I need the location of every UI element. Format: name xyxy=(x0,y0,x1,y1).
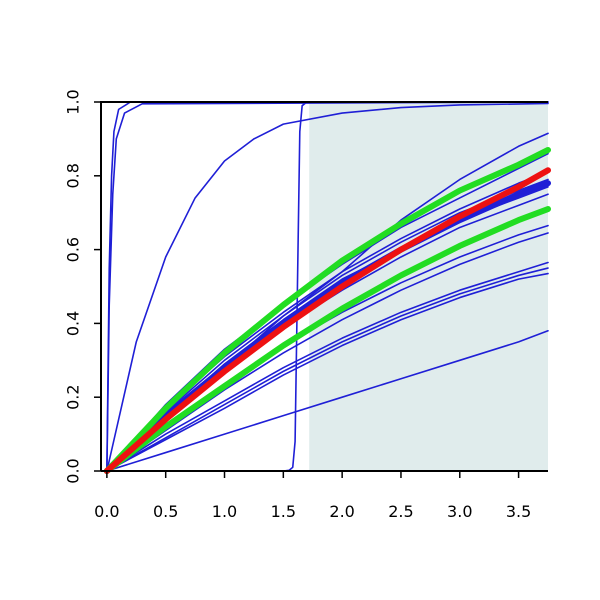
y-tick-label: 0.2 xyxy=(64,384,83,409)
series-line-blue-14 xyxy=(106,329,549,472)
x-tick-label: 3.5 xyxy=(506,502,531,521)
x-tick-label: 0.5 xyxy=(153,502,178,521)
series-line-blue-10 xyxy=(106,232,549,472)
series-line-blue-11 xyxy=(106,261,549,472)
axis-layer xyxy=(100,101,548,472)
x-tick-label: 1.5 xyxy=(271,502,296,521)
x-tick-label: 1.0 xyxy=(212,502,237,521)
series-line-blue-2 xyxy=(106,102,549,472)
y-tick-layer: 0.0 0.2 0.4 0.6 0.8 1.0 xyxy=(64,89,101,484)
x-tick-label: 2.0 xyxy=(329,502,354,521)
series-line-red-19 xyxy=(103,167,551,474)
y-tick-label: 0.6 xyxy=(64,237,83,262)
y-tick-label: 0.4 xyxy=(64,311,83,336)
series-layer xyxy=(103,101,551,474)
y-tick-label: 0.0 xyxy=(64,458,83,483)
series-line-green-18 xyxy=(103,206,551,474)
series-line-green-17 xyxy=(103,146,551,474)
x-tick-label: 0.0 xyxy=(94,502,119,521)
x-tick-layer: 0.0 0.5 1.0 1.5 2.0 2.5 3.0 3.5 xyxy=(94,471,531,521)
x-tick-label: 3.0 xyxy=(447,502,472,521)
series-line-blue-1 xyxy=(106,101,549,472)
x-tick-label: 2.5 xyxy=(388,502,413,521)
series-line-blue-12 xyxy=(106,267,549,472)
y-tick-label: 1.0 xyxy=(64,89,83,114)
y-tick-label: 0.8 xyxy=(64,163,83,188)
series-line-blue-13 xyxy=(106,272,549,472)
